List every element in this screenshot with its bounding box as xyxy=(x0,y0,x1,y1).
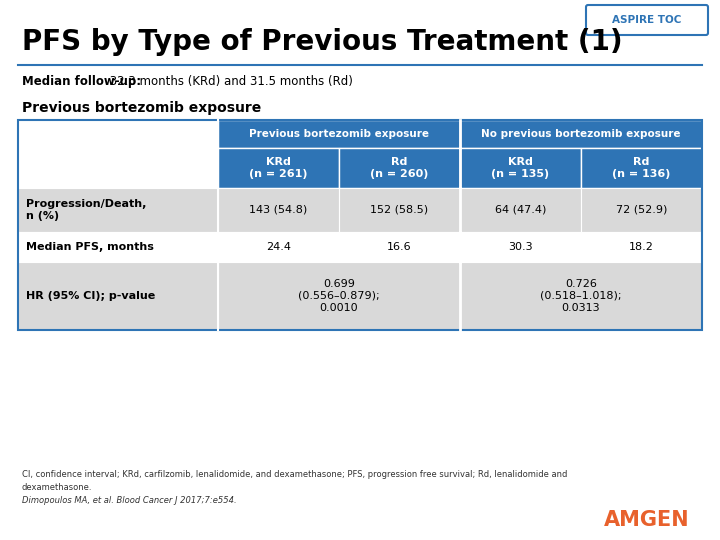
Text: Rd
(n = 260): Rd (n = 260) xyxy=(370,157,428,179)
Text: Rd
(n = 136): Rd (n = 136) xyxy=(612,157,671,179)
Text: Previous bortezomib exposure: Previous bortezomib exposure xyxy=(249,129,429,139)
Bar xyxy=(460,188,581,232)
Text: 143 (54.8): 143 (54.8) xyxy=(249,205,307,215)
Text: No previous bortezomib exposure: No previous bortezomib exposure xyxy=(481,129,680,139)
Text: 72 (52.9): 72 (52.9) xyxy=(616,205,667,215)
Text: KRd
(n = 135): KRd (n = 135) xyxy=(492,157,549,179)
Text: CI, confidence interval; KRd, carfilzomib, lenalidomide, and dexamethasone; PFS,: CI, confidence interval; KRd, carfilzomi… xyxy=(22,470,567,479)
Text: Progression/Death,
n (%): Progression/Death, n (%) xyxy=(26,199,146,221)
Text: ASPIRE TOC: ASPIRE TOC xyxy=(612,15,682,25)
Text: KRd
(n = 261): KRd (n = 261) xyxy=(249,157,307,179)
Bar xyxy=(581,148,702,188)
Bar xyxy=(460,262,702,330)
Bar xyxy=(460,232,581,262)
Text: 24.4: 24.4 xyxy=(266,242,291,252)
Bar xyxy=(18,120,702,330)
FancyBboxPatch shape xyxy=(586,5,708,35)
Text: PFS by Type of Previous Treatment (1): PFS by Type of Previous Treatment (1) xyxy=(22,28,623,56)
Bar xyxy=(581,188,702,232)
Text: dexamethasone.: dexamethasone. xyxy=(22,483,92,492)
Text: Dimopoulos MA, et al. Blood Cancer J 2017;7:e554.: Dimopoulos MA, et al. Blood Cancer J 201… xyxy=(22,496,237,505)
Text: 0.726
(0.518–1.018);
0.0313: 0.726 (0.518–1.018); 0.0313 xyxy=(540,279,622,313)
Bar xyxy=(581,232,702,262)
Text: 16.6: 16.6 xyxy=(387,242,412,252)
Text: Median follow-up:: Median follow-up: xyxy=(22,76,141,89)
Bar xyxy=(339,148,460,188)
Text: 64 (47.4): 64 (47.4) xyxy=(495,205,546,215)
Text: Previous bortezomib exposure: Previous bortezomib exposure xyxy=(22,101,261,115)
Bar xyxy=(218,262,460,330)
Text: 18.2: 18.2 xyxy=(629,242,654,252)
Bar xyxy=(218,120,460,148)
Text: 30.3: 30.3 xyxy=(508,242,533,252)
Bar xyxy=(218,232,339,262)
Text: 0.699
(0.556–0.879);
0.0010: 0.699 (0.556–0.879); 0.0010 xyxy=(298,279,380,313)
Bar xyxy=(18,232,218,262)
Text: AMGEN: AMGEN xyxy=(604,510,690,530)
Bar xyxy=(339,188,460,232)
Bar xyxy=(218,188,339,232)
Text: 152 (58.5): 152 (58.5) xyxy=(370,205,428,215)
Bar xyxy=(218,148,339,188)
Text: 32.3 months (KRd) and 31.5 months (Rd): 32.3 months (KRd) and 31.5 months (Rd) xyxy=(106,76,353,89)
Text: Median PFS, months: Median PFS, months xyxy=(26,242,154,252)
Bar xyxy=(18,262,218,330)
Bar xyxy=(18,188,218,232)
Bar xyxy=(339,232,460,262)
Bar xyxy=(460,148,581,188)
Text: HR (95% CI); p-value: HR (95% CI); p-value xyxy=(26,291,156,301)
Bar xyxy=(460,120,702,148)
